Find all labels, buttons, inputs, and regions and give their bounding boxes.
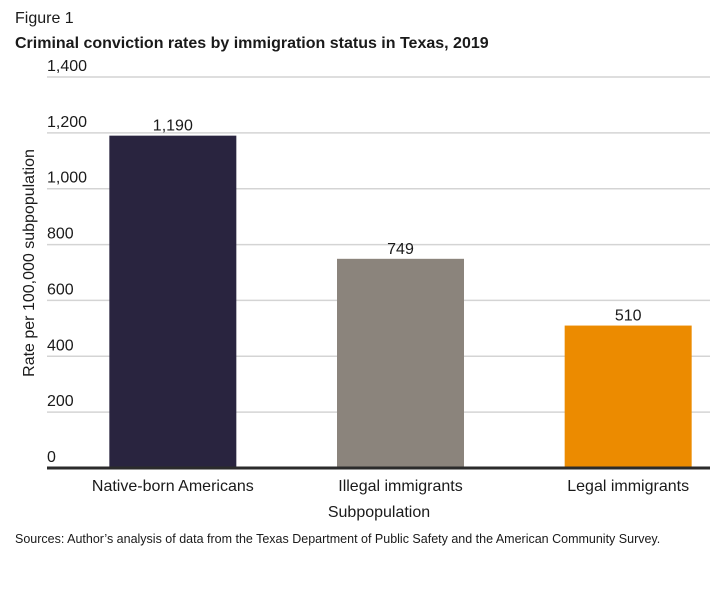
y-tick-label: 1,400: [47, 58, 87, 75]
chart-title: Criminal conviction rates by immigration…: [15, 35, 489, 52]
y-axis-label: Rate per 100,000 subpopulation: [21, 149, 38, 377]
y-tick-label: 800: [47, 226, 74, 243]
y-tick-label: 0: [47, 449, 56, 466]
figure-label: Figure 1: [15, 10, 74, 27]
y-tick-label: 200: [47, 393, 74, 410]
data-label: 1,190: [153, 118, 193, 135]
y-tick-label: 600: [47, 281, 74, 298]
x-tick-label: Legal immigrants: [567, 478, 689, 495]
y-axis-ticks: 0 200 400 600 800 1,000 1,200 1,400: [47, 58, 87, 466]
source-note: Sources: Author’s analysis of data from …: [15, 532, 661, 546]
bars: [109, 135, 692, 468]
data-label: 510: [615, 308, 642, 325]
bar: [337, 258, 464, 468]
y-tick-label: 400: [47, 337, 74, 354]
x-tick-label: Illegal immigrants: [338, 478, 462, 495]
x-axis-label: Subpopulation: [328, 504, 430, 521]
x-tick-label: Native-born Americans: [92, 478, 254, 495]
x-axis-categories: Native-born Americans Illegal immigrants L…: [92, 478, 689, 495]
bar: [564, 325, 692, 468]
y-tick-label: 1,200: [47, 114, 87, 131]
bar: [109, 135, 237, 468]
y-tick-label: 1,000: [47, 170, 87, 187]
data-label: 749: [387, 241, 414, 258]
data-labels: 1,190 749 510: [153, 118, 642, 325]
